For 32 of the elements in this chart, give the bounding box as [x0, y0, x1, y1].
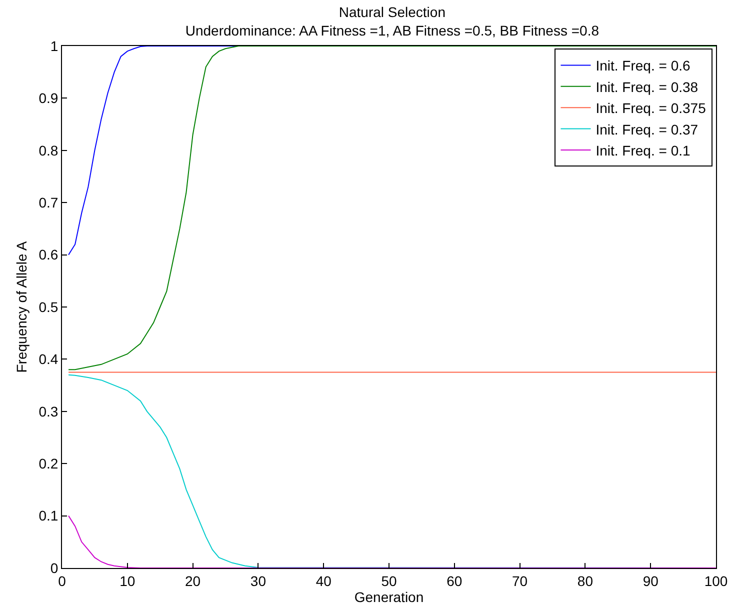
x-tick-label: 60 — [446, 572, 462, 589]
y-tick-label: 0.7 — [38, 194, 58, 210]
x-tick-label: 10 — [120, 572, 136, 589]
legend-label: Init. Freq. = 0.38 — [596, 78, 698, 95]
y-tick-label: 0.1 — [38, 508, 58, 524]
legend-label: Init. Freq. = 0.6 — [596, 58, 690, 74]
legend-label: Init. Freq. = 0.37 — [596, 121, 698, 138]
x-tick-label: 30 — [250, 572, 266, 589]
x-tick-label: 20 — [185, 572, 201, 589]
x-tick-label: 40 — [316, 572, 332, 589]
y-tick-label: 0.9 — [38, 90, 58, 106]
x-tick-label: 90 — [642, 572, 659, 589]
chart-title: Natural Selection — [338, 4, 446, 20]
y-tick-label: 0 — [50, 560, 58, 576]
legend-label: Init. Freq. = 0.375 — [596, 100, 706, 116]
y-axis-title: Frequency of Allele A — [13, 240, 30, 373]
x-tick-label: 100 — [704, 572, 728, 589]
line-series — [68, 515, 716, 568]
legend-label: Init. Freq. = 0.1 — [596, 142, 690, 158]
x-axis-title: Generation — [354, 588, 424, 605]
y-tick-label: 0.2 — [38, 456, 58, 472]
y-tick-label: 0.5 — [38, 298, 58, 315]
y-tick-label: 0.4 — [38, 351, 58, 368]
y-tick-label: 0.3 — [38, 403, 58, 420]
x-tick-label: 50 — [381, 572, 397, 589]
y-tick-label: 1 — [50, 38, 58, 54]
x-tick-label: 80 — [577, 572, 594, 589]
line-series — [68, 46, 716, 370]
y-tick-label: 0.8 — [38, 142, 58, 158]
x-tick-label: 70 — [512, 572, 528, 589]
y-tick-label: 0.6 — [38, 246, 58, 263]
chart-subtitle: Underdominance: AA Fitness =1, AB Fitness =0.5, BB Fitness =0.8 — [185, 22, 600, 38]
